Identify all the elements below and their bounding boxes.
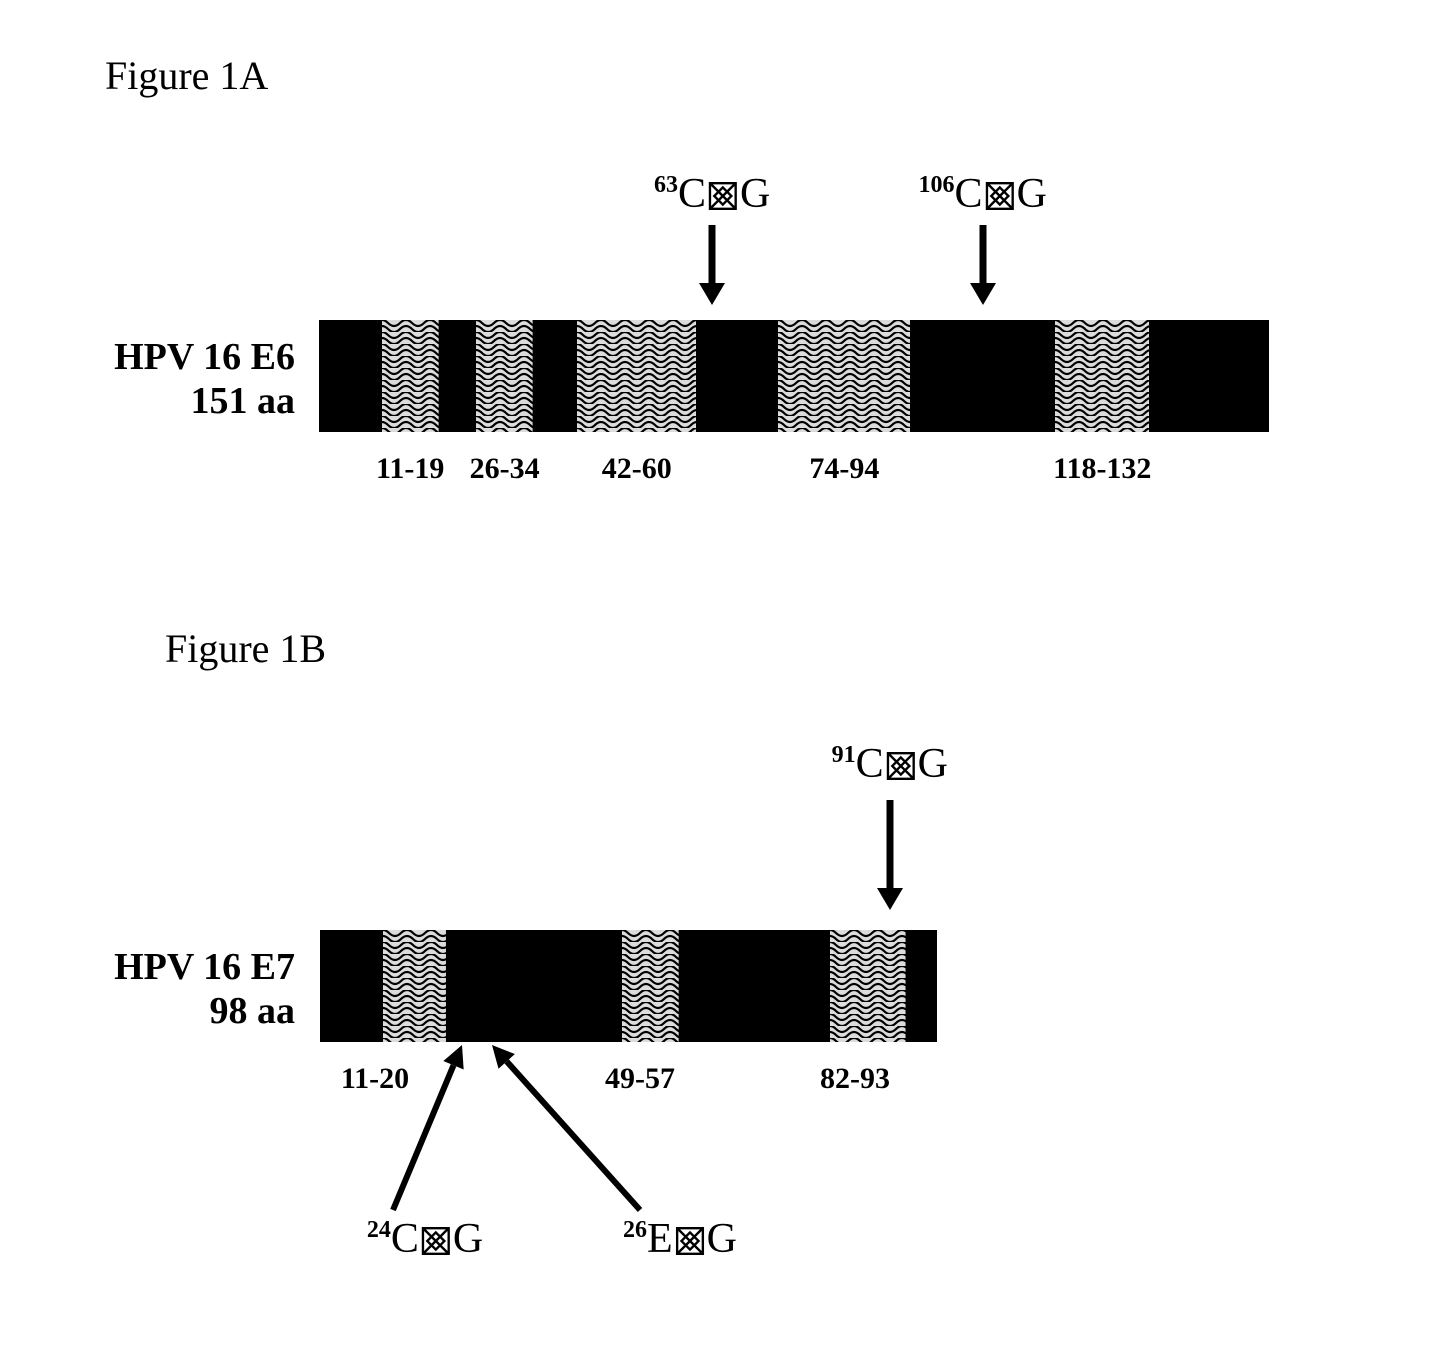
figA-protein-bar [319, 320, 1269, 432]
figA-mutation-arrow-63 [699, 225, 725, 310]
figA-mutation-label-106: 106C G [919, 170, 1047, 218]
figA-range-label-26-34: 26-34 [470, 452, 540, 486]
figB-region-82-93 [830, 930, 906, 1042]
figB-protein-label: HPV 16 E7 98 aa [90, 946, 295, 1033]
figB-range-label-82-93: 82-93 [820, 1062, 890, 1096]
figA-title: Figure 1A [105, 52, 268, 99]
figB-protein-bar [320, 930, 937, 1042]
figA-region-42-60 [577, 320, 697, 432]
figA-range-label-42-60: 42-60 [602, 452, 672, 486]
figA-region-11-19 [382, 320, 439, 432]
figA-region-74-94 [778, 320, 910, 432]
figA-range-label-11-19: 11-19 [376, 452, 444, 486]
figA-range-label-118-132: 118-132 [1053, 452, 1151, 486]
figA-mutation-arrow-106 [970, 225, 996, 310]
figB-mutation-arrow-91 [877, 800, 903, 915]
figB-title: Figure 1B [165, 625, 326, 672]
figA-protein-label: HPV 16 E6 151 aa [90, 336, 295, 423]
figB-mutation-label-91: 91C G [832, 740, 948, 788]
figA-region-118-132 [1055, 320, 1149, 432]
figA-region-26-34 [476, 320, 533, 432]
figB-region-11-20 [383, 930, 446, 1042]
figB-region-49-57 [622, 930, 679, 1042]
figA-range-label-74-94: 74-94 [809, 452, 879, 486]
figA-mutation-label-63: 63C G [654, 170, 770, 218]
